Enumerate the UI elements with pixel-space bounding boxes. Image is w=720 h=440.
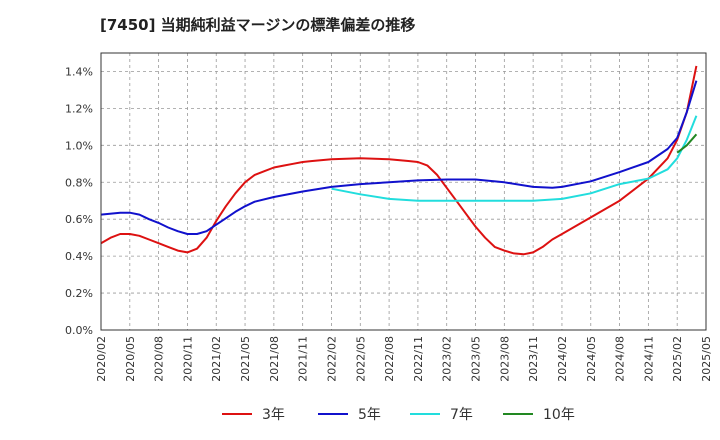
x-tick-label: 2020/11 bbox=[181, 336, 194, 382]
x-tick-label: 2021/05 bbox=[239, 336, 252, 382]
x-tick-label: 2022/11 bbox=[412, 336, 425, 382]
x-tick-label: 2025/02 bbox=[671, 336, 684, 382]
x-tick-label: 2023/05 bbox=[470, 336, 483, 382]
y-tick-label: 1.0% bbox=[65, 139, 93, 152]
y-tick-label: 0.8% bbox=[65, 176, 93, 189]
y-tick-label: 1.4% bbox=[65, 65, 93, 78]
x-tick-label: 2021/11 bbox=[297, 336, 310, 382]
series-line-2 bbox=[331, 115, 698, 202]
x-tick-label: 2020/08 bbox=[153, 336, 166, 382]
y-axis-ticks: 0.0% 0.2% 0.4% 0.6% 0.8% 1.0% 1.2% 1.4% bbox=[65, 65, 93, 337]
x-tick-label: 2024/08 bbox=[614, 336, 627, 382]
series-lines bbox=[100, 65, 698, 256]
x-tick-label: 2023/02 bbox=[441, 336, 454, 382]
y-tick-label: 0.6% bbox=[65, 213, 93, 226]
x-tick-label: 2025/05 bbox=[700, 336, 713, 382]
legend-label-1: 5年 bbox=[358, 407, 381, 423]
x-tick-label: 2021/08 bbox=[268, 336, 281, 382]
x-tick-label: 2024/02 bbox=[556, 336, 569, 382]
series-line-0 bbox=[100, 65, 698, 256]
x-tick-label: 2024/11 bbox=[642, 336, 655, 382]
chart-title: [7450] 当期純利益マージンの標準偏差の推移 bbox=[100, 16, 416, 34]
y-tick-label: 0.2% bbox=[65, 287, 93, 300]
x-tick-label: 2023/08 bbox=[498, 336, 511, 382]
legend-label-0: 3年 bbox=[262, 407, 285, 423]
legend: 3年 5年 7年 10年 bbox=[222, 407, 575, 423]
y-tick-label: 1.2% bbox=[65, 102, 93, 115]
y-tick-label: 0.0% bbox=[65, 324, 93, 337]
series-line-1 bbox=[100, 80, 698, 235]
grid bbox=[100, 53, 707, 331]
y-tick-label: 0.4% bbox=[65, 250, 93, 263]
x-tick-label: 2020/02 bbox=[95, 336, 108, 382]
x-tick-label: 2023/11 bbox=[527, 336, 540, 382]
plot-frame bbox=[100, 52, 707, 331]
legend-label-3: 10年 bbox=[543, 407, 575, 423]
x-tick-label: 2022/02 bbox=[325, 336, 338, 382]
x-tick-label: 2020/05 bbox=[124, 336, 137, 382]
series-line-3 bbox=[676, 133, 698, 154]
x-tick-label: 2022/08 bbox=[383, 336, 396, 382]
x-tick-label: 2024/05 bbox=[585, 336, 598, 382]
x-axis-ticks: 2020/02 2020/05 2020/08 2020/11 2021/02 2021/… bbox=[95, 336, 713, 382]
legend-label-2: 7年 bbox=[450, 407, 473, 423]
x-tick-label: 2022/05 bbox=[354, 336, 367, 382]
x-tick-label: 2021/02 bbox=[210, 336, 223, 382]
